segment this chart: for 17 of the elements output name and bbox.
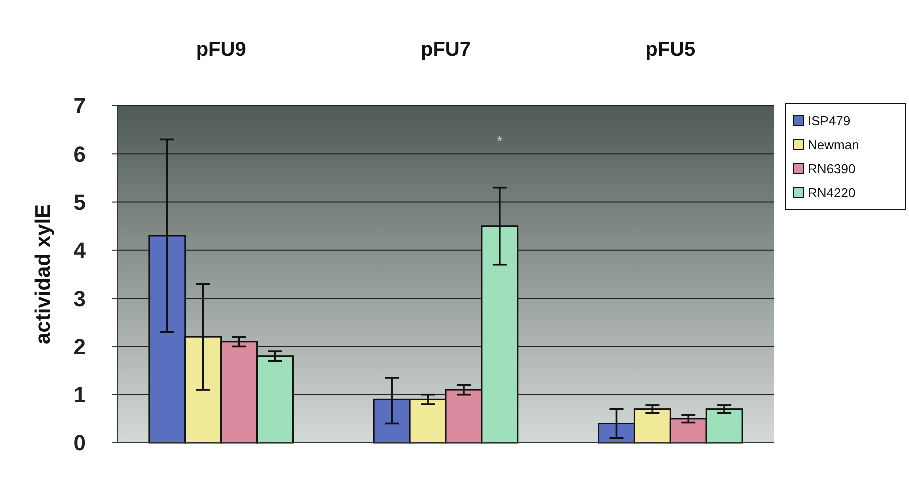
legend-label: RN4220 (808, 186, 856, 201)
y-tick-label: 6 (74, 142, 86, 167)
legend-label: ISP479 (808, 114, 851, 129)
legend-label: Newman (808, 138, 860, 153)
y-axis-title: actividad xylE (32, 204, 55, 345)
y-tick-label: 5 (74, 190, 86, 215)
x-tick-label: pFU7 (421, 39, 471, 61)
x-tick-label: pFU5 (646, 39, 696, 61)
y-tick-label: 2 (74, 334, 86, 360)
y-tick-label: 0 (74, 430, 86, 456)
y-tick-label: 4 (74, 238, 87, 264)
legend-label: RN6390 (808, 162, 856, 177)
y-tick-label: 3 (74, 286, 86, 312)
y-tick-label: 1 (74, 382, 86, 408)
x-tick-label: pFU9 (196, 39, 246, 61)
annotation: * (497, 132, 504, 149)
y-tick-label: 7 (74, 94, 86, 119)
